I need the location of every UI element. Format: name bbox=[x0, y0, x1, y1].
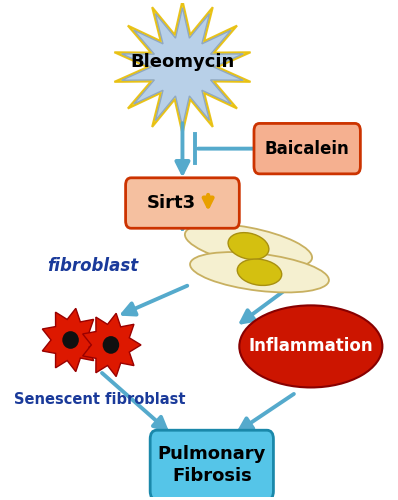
Ellipse shape bbox=[239, 306, 382, 388]
FancyBboxPatch shape bbox=[254, 124, 360, 174]
FancyBboxPatch shape bbox=[150, 430, 273, 500]
Polygon shape bbox=[83, 314, 141, 376]
Text: Bleomycin: Bleomycin bbox=[130, 53, 234, 71]
Ellipse shape bbox=[190, 252, 329, 292]
Text: Baicalein: Baicalein bbox=[265, 140, 349, 158]
Polygon shape bbox=[122, 8, 243, 126]
Ellipse shape bbox=[62, 331, 79, 349]
FancyBboxPatch shape bbox=[126, 178, 239, 228]
Ellipse shape bbox=[185, 224, 312, 268]
Ellipse shape bbox=[103, 336, 119, 354]
Ellipse shape bbox=[228, 232, 269, 260]
Text: Inflammation: Inflammation bbox=[248, 338, 373, 355]
Ellipse shape bbox=[237, 259, 282, 285]
Polygon shape bbox=[42, 308, 101, 372]
Polygon shape bbox=[114, 0, 251, 134]
Text: Sirt3: Sirt3 bbox=[147, 194, 196, 212]
Text: Senescent fibroblast: Senescent fibroblast bbox=[14, 392, 185, 407]
Text: fibroblast: fibroblast bbox=[47, 257, 138, 275]
Text: Pulmonary
Fibrosis: Pulmonary Fibrosis bbox=[158, 445, 266, 485]
